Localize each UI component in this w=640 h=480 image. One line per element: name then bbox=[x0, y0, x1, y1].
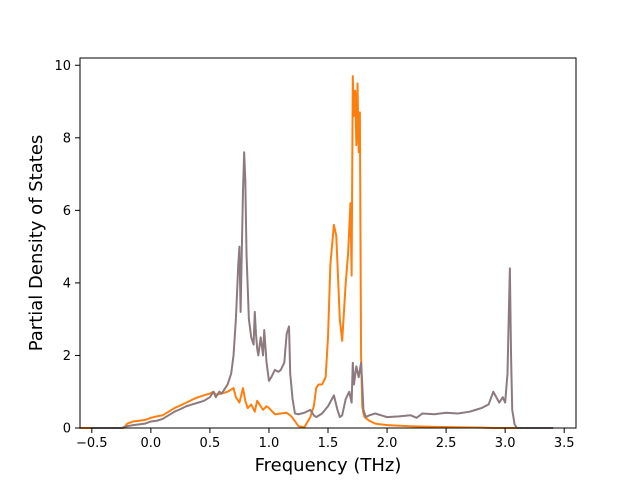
x-tick-label: 1.5 bbox=[318, 436, 339, 451]
x-tick-label: 3.0 bbox=[495, 436, 516, 451]
x-ticks: −0.5 0.0 0.5 1.0 1.5 2.0 2.5 3.0 3.5 bbox=[76, 428, 575, 451]
series-line-2 bbox=[90, 151, 554, 429]
x-tick-label: 0.0 bbox=[141, 436, 162, 451]
x-tick-label: 2.0 bbox=[377, 436, 398, 451]
y-ticks: 0 2 4 6 8 10 bbox=[54, 59, 80, 437]
x-tick-label: 1.0 bbox=[259, 436, 280, 451]
x-tick-label: 2.5 bbox=[436, 436, 457, 451]
series-line-1 bbox=[79, 75, 554, 429]
x-tick-label: 3.5 bbox=[554, 436, 575, 451]
x-axis-title: Frequency (THz) bbox=[255, 455, 402, 476]
x-tick-label: 0.5 bbox=[200, 436, 221, 451]
plot-area bbox=[80, 58, 576, 428]
y-tick-label: 8 bbox=[63, 131, 71, 146]
series-layer bbox=[79, 75, 554, 429]
y-tick-label: 6 bbox=[63, 204, 71, 219]
y-tick-label: 0 bbox=[63, 422, 71, 437]
y-tick-label: 10 bbox=[54, 59, 71, 74]
y-axis-title: Partial Density of States bbox=[26, 135, 47, 352]
y-tick-label: 4 bbox=[63, 276, 71, 291]
x-tick-label: −0.5 bbox=[76, 436, 108, 451]
y-tick-label: 2 bbox=[63, 349, 71, 364]
